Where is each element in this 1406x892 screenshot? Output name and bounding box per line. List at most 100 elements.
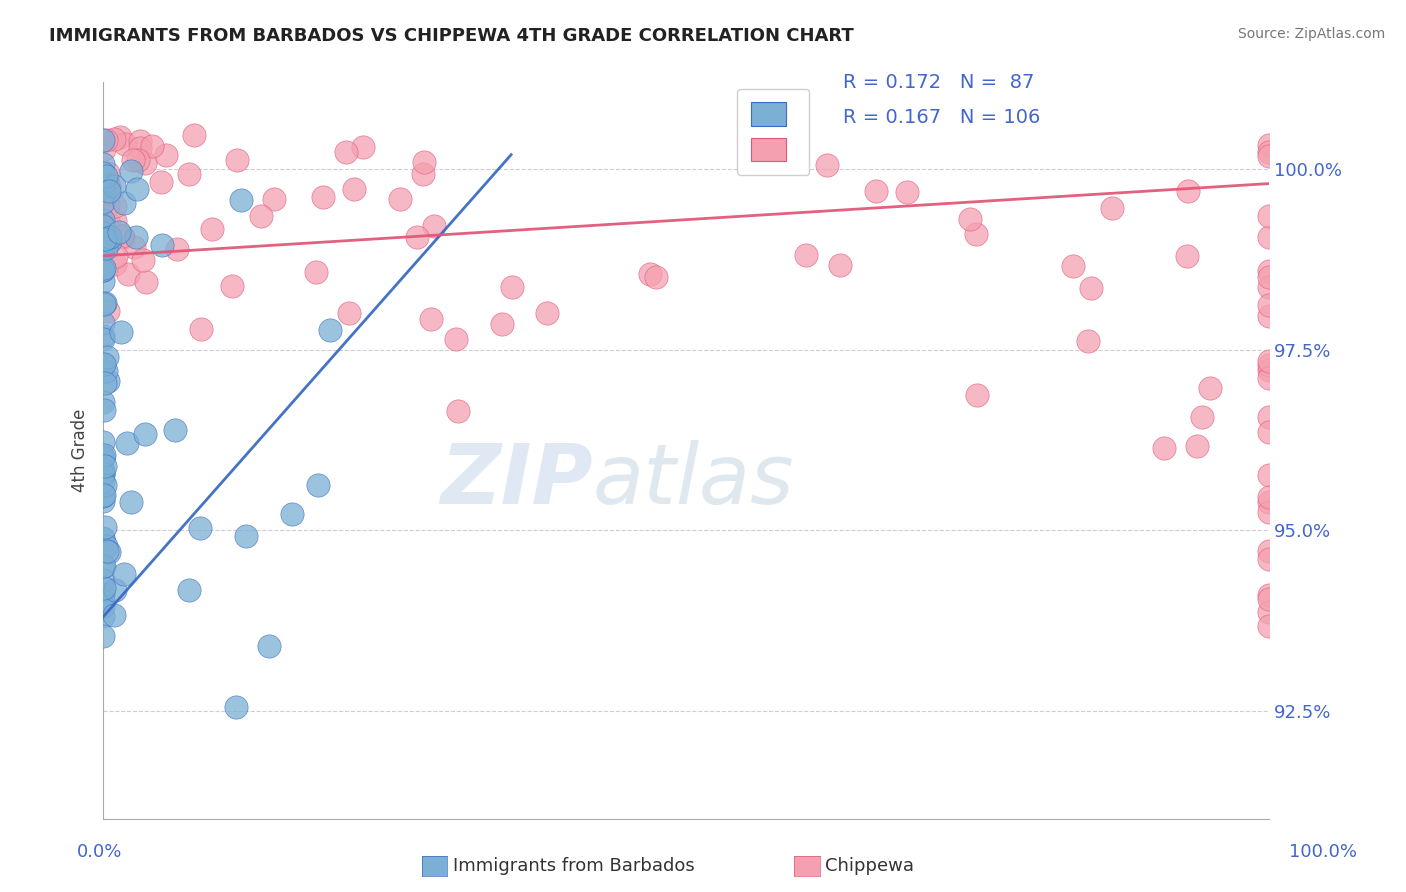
Point	[98, 234, 121, 248]
Point	[1101, 201, 1123, 215]
Point	[96, 363, 118, 377]
Point	[1258, 588, 1281, 602]
Point	[959, 212, 981, 227]
Point	[1258, 606, 1281, 620]
Point	[91, 450, 114, 465]
Point	[865, 184, 887, 198]
Point	[163, 423, 186, 437]
Point	[98, 184, 121, 198]
Text: Immigrants from Barbados: Immigrants from Barbados	[453, 857, 695, 875]
Point	[91, 451, 114, 466]
Point	[96, 241, 118, 255]
Point	[127, 153, 149, 167]
Point	[120, 495, 142, 509]
Point	[91, 629, 114, 643]
Point	[1077, 334, 1099, 348]
Point	[1258, 591, 1281, 606]
Point	[111, 229, 134, 244]
Point	[125, 230, 148, 244]
Point	[91, 329, 114, 343]
Point	[94, 478, 117, 492]
Point	[98, 545, 121, 559]
Point	[91, 133, 114, 147]
Point	[91, 212, 114, 227]
Point	[1258, 270, 1281, 285]
Point	[117, 267, 139, 281]
Point	[91, 274, 114, 288]
Point	[91, 241, 114, 255]
Point	[190, 321, 212, 335]
Point	[352, 140, 374, 154]
Point	[91, 332, 114, 346]
Point	[91, 587, 114, 601]
Point	[91, 475, 114, 489]
Point	[104, 199, 127, 213]
Point	[305, 265, 328, 279]
Point	[225, 700, 247, 714]
Point	[93, 357, 115, 371]
Point	[103, 178, 125, 193]
Point	[1258, 354, 1281, 368]
Point	[235, 529, 257, 543]
Point	[91, 317, 114, 331]
Point	[91, 263, 114, 277]
Point	[1177, 184, 1199, 198]
Point	[412, 154, 434, 169]
Point	[645, 270, 668, 285]
Point	[96, 539, 118, 553]
Point	[97, 166, 120, 180]
Point	[91, 357, 114, 371]
Point	[120, 164, 142, 178]
Point	[965, 227, 987, 241]
Point	[125, 182, 148, 196]
Point	[1258, 490, 1281, 504]
Point	[155, 148, 177, 162]
Text: IMMIGRANTS FROM BARBADOS VS CHIPPEWA 4TH GRADE CORRELATION CHART: IMMIGRANTS FROM BARBADOS VS CHIPPEWA 4TH…	[49, 27, 853, 45]
Point	[91, 226, 114, 240]
Point	[94, 376, 117, 390]
Point	[319, 323, 342, 337]
Point	[1258, 149, 1281, 163]
Point	[312, 190, 335, 204]
Point	[1258, 209, 1281, 223]
Point	[91, 219, 114, 234]
Point	[1153, 441, 1175, 455]
Point	[1258, 310, 1281, 324]
Point	[93, 559, 115, 574]
Point	[1258, 544, 1281, 558]
Point	[91, 573, 114, 587]
Point	[97, 178, 120, 192]
Point	[129, 141, 152, 155]
Point	[1258, 505, 1281, 519]
Point	[94, 296, 117, 310]
Point	[91, 494, 114, 508]
Text: Chippewa: Chippewa	[825, 857, 914, 875]
Point	[93, 459, 115, 474]
Point	[91, 594, 114, 608]
Point	[1258, 279, 1281, 293]
Point	[104, 213, 127, 227]
Point	[966, 388, 988, 402]
Point	[1258, 494, 1281, 508]
Text: ZIP: ZIP	[440, 440, 593, 521]
Point	[97, 188, 120, 202]
Point	[335, 145, 357, 159]
Point	[104, 583, 127, 598]
Point	[1191, 409, 1213, 424]
Point	[491, 317, 513, 331]
Point	[124, 240, 146, 254]
Point	[1258, 145, 1281, 159]
Point	[447, 404, 470, 418]
Point	[94, 187, 117, 202]
Point	[93, 142, 115, 156]
Point	[108, 130, 131, 145]
Point	[91, 599, 114, 614]
Point	[280, 507, 302, 521]
Point	[91, 464, 114, 478]
Point	[94, 519, 117, 533]
Point	[444, 332, 467, 346]
Text: atlas: atlas	[593, 440, 794, 521]
Point	[141, 139, 163, 153]
Point	[93, 448, 115, 462]
Point	[896, 185, 918, 199]
